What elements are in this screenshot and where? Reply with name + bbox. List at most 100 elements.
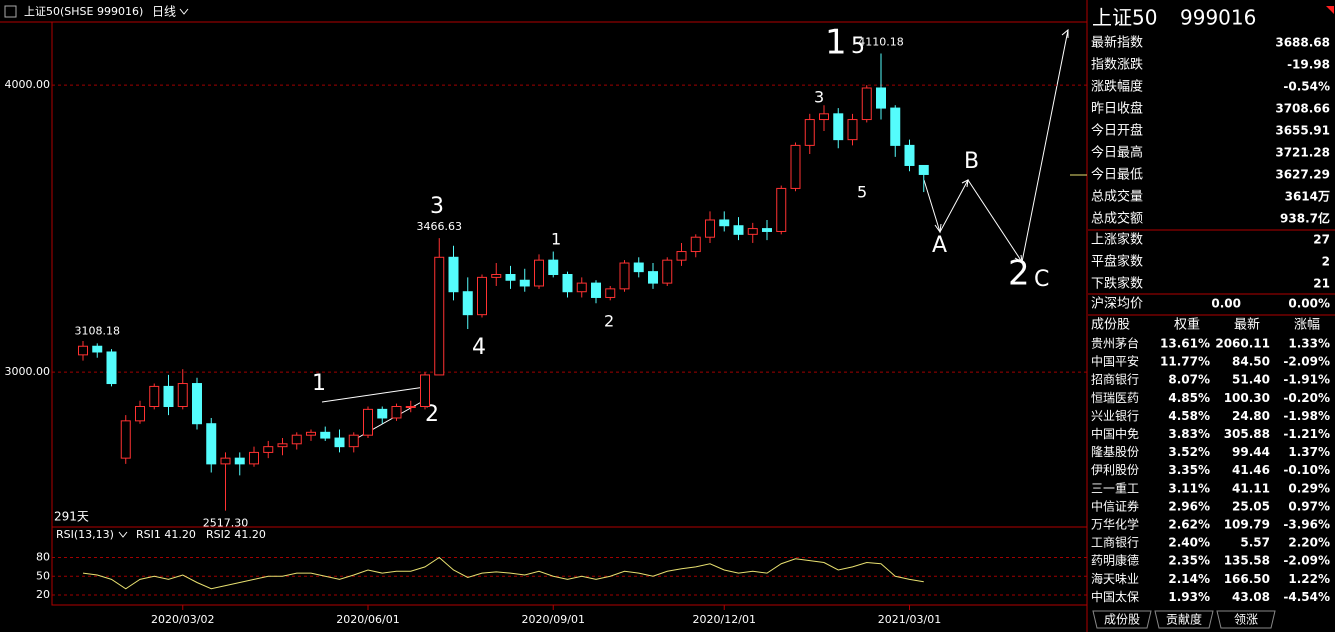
candle-body — [206, 423, 217, 465]
candle-body — [733, 225, 744, 235]
candle-body — [163, 385, 174, 407]
tab-label[interactable]: 领涨 — [1234, 612, 1258, 627]
candle-body — [234, 457, 245, 465]
arrowhead — [934, 223, 942, 234]
table-cell[interactable]: 中国太保 — [1091, 589, 1139, 604]
wave-label: 3 — [814, 88, 824, 107]
candle-body — [819, 113, 829, 121]
candle-body — [690, 236, 701, 253]
quote-value: 3655.91 — [1275, 124, 1330, 138]
tab[interactable] — [1092, 610, 1152, 629]
period-chevron[interactable] — [179, 8, 189, 15]
table-cell[interactable]: 招商银行 — [1091, 372, 1139, 387]
quote-label: 昨日收盘 — [1091, 101, 1143, 117]
breadth-label: 上涨家数 — [1091, 232, 1143, 248]
average-label: 沪深均价 — [1091, 296, 1143, 312]
quote-value: 3688.68 — [1275, 36, 1330, 50]
quote-value: 3721.28 — [1275, 146, 1330, 160]
table-cell: 100.30 — [1224, 391, 1270, 405]
menu-icon[interactable] — [4, 5, 17, 18]
wave-label: 1 — [825, 23, 847, 63]
table-cell: 1.37% — [1288, 445, 1330, 459]
table-cell[interactable]: 兴业银行 — [1091, 409, 1139, 423]
table-cell[interactable]: 中信证券 — [1091, 498, 1139, 513]
candle-body — [633, 262, 644, 273]
rsi-title[interactable]: RSI(13,13) — [56, 528, 114, 541]
candle-body — [220, 457, 231, 465]
price-label: 4110.18 — [858, 36, 904, 49]
breadth-label: 平盘家数 — [1091, 254, 1143, 270]
candle-body — [291, 434, 302, 445]
candle-body — [918, 164, 929, 175]
table-cell[interactable]: 工商银行 — [1091, 535, 1139, 550]
candle-body — [548, 259, 559, 276]
candle-body — [462, 291, 473, 316]
candle-body — [790, 144, 801, 189]
table-cell[interactable]: 伊利股份 — [1091, 463, 1139, 477]
table-cell: 4.85% — [1168, 391, 1210, 405]
rsi-chevron[interactable] — [118, 531, 128, 538]
average-change: 0.00% — [1288, 297, 1330, 311]
quote-value: 938.7亿 — [1280, 211, 1330, 226]
candle-body — [519, 279, 530, 287]
candle-body — [420, 374, 430, 407]
wave-label: 2 — [604, 312, 614, 331]
table-cell: 2.40% — [1168, 536, 1210, 550]
candle-body — [177, 383, 188, 407]
candle-body — [277, 443, 288, 448]
table-cell: 2.35% — [1168, 554, 1210, 568]
candle-body — [705, 219, 715, 238]
table-cell: -2.09% — [1283, 554, 1330, 568]
quote-value: 3708.66 — [1275, 102, 1330, 116]
candle-body — [619, 262, 630, 290]
table-cell: 99.44 — [1232, 445, 1270, 459]
table-cell[interactable]: 三一重工 — [1091, 481, 1139, 495]
table-cell: 2.96% — [1168, 499, 1210, 513]
table-cell: 41.11 — [1232, 481, 1270, 495]
table-cell: 1.33% — [1288, 337, 1330, 351]
candle-body — [120, 420, 131, 459]
tab-label[interactable]: 成份股 — [1104, 613, 1140, 627]
table-cell[interactable]: 隆基股份 — [1091, 444, 1139, 459]
candle-body — [591, 282, 601, 298]
quote-label: 指数涨跌 — [1091, 57, 1143, 73]
table-cell[interactable]: 药明康德 — [1091, 553, 1139, 568]
tab[interactable] — [1216, 610, 1276, 629]
quote-value: -0.54% — [1283, 80, 1330, 94]
table-cell[interactable]: 贵州茅台 — [1091, 336, 1139, 351]
table-cell: 4.58% — [1168, 409, 1210, 423]
breadth-value: 2 — [1322, 255, 1330, 269]
period[interactable]: 日线 — [152, 5, 176, 19]
tab[interactable] — [1154, 610, 1214, 629]
x-tick-label: 2020/03/02 — [151, 613, 214, 626]
candle-body — [78, 345, 88, 356]
table-cell[interactable]: 海天味业 — [1091, 571, 1139, 586]
candle-body — [320, 431, 331, 439]
breadth-value: 21 — [1313, 277, 1330, 291]
candle-body — [391, 405, 402, 419]
tab-label[interactable]: 贡献度 — [1166, 612, 1202, 627]
table-cell: 5.57 — [1240, 536, 1270, 550]
table-cell[interactable]: 恒瑞医药 — [1091, 391, 1139, 405]
y-tick-label: 80 — [36, 551, 50, 564]
price-label: 2517.30 — [203, 517, 249, 530]
breadth-value: 27 — [1313, 233, 1330, 247]
arrowhead — [961, 179, 969, 188]
quote-code: 999016 — [1180, 6, 1256, 30]
candle-body — [762, 228, 772, 232]
table-cell: 109.79 — [1224, 518, 1270, 532]
price-label: 3108.18 — [75, 324, 121, 337]
table-cell: 2.14% — [1168, 572, 1210, 586]
table-cell[interactable]: 中国平安 — [1091, 354, 1139, 369]
table-cell: 84.50 — [1232, 355, 1270, 369]
table-cell[interactable]: 中国中免 — [1091, 426, 1139, 441]
table-cell[interactable]: 万华化学 — [1091, 517, 1139, 532]
candle-body — [747, 228, 758, 235]
table-cell: 305.88 — [1224, 427, 1270, 441]
candle-body — [576, 282, 587, 293]
table-cell: 3.11% — [1168, 481, 1210, 495]
x-tick-label: 2020/09/01 — [522, 613, 585, 626]
table-header: 成份股 — [1091, 318, 1130, 333]
corner-mark — [1326, 6, 1334, 14]
